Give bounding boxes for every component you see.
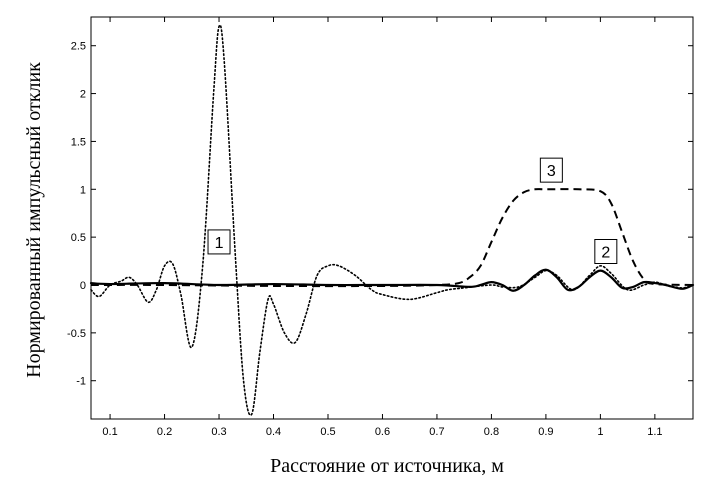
y-tick-label: 2	[80, 89, 86, 101]
x-tick-label: 0.7	[429, 426, 444, 438]
x-tick-label: 0.2	[157, 426, 172, 438]
x-tick-label: 0.9	[538, 426, 553, 438]
plot-frame	[90, 16, 694, 420]
y-tick-label: -0.5	[67, 328, 86, 340]
x-tick-label: 0.8	[484, 426, 499, 438]
y-axis-title: Нормированный импульсный отклик	[23, 62, 45, 378]
series-line-3	[90, 188, 694, 288]
y-tick-label: 0	[80, 280, 86, 292]
x-tick-label: 1	[597, 426, 603, 438]
y-tick-label: 1.5	[71, 136, 86, 148]
x-tick-label: 0.3	[211, 426, 226, 438]
y-tick-label: 1	[80, 184, 86, 196]
series-tag-1: 1	[207, 229, 231, 255]
x-tick-label: 0.6	[375, 426, 390, 438]
y-tick-label: 0.5	[71, 232, 86, 244]
series-tag-text: 1	[215, 235, 224, 252]
series-group	[89, 24, 695, 417]
x-tick-label: 1.1	[647, 426, 662, 438]
series-tag-box	[207, 229, 231, 255]
x-tick-label: 0.4	[266, 426, 281, 438]
series-line-2	[89, 268, 695, 292]
x-axis-title: Расстояние от источника, м	[270, 455, 504, 477]
x-tick-label: 0.5	[320, 426, 335, 438]
series-tag-2: 2	[594, 239, 618, 264]
series-line-1	[90, 24, 694, 417]
series-tag-text: 3	[547, 163, 556, 180]
y-tick-label: 2.5	[71, 41, 86, 53]
series-tag-text: 2	[601, 245, 610, 262]
series-tag-box	[539, 157, 563, 183]
y-tick-label: -1	[76, 376, 86, 388]
series-labels: 1 2 3	[207, 157, 618, 264]
series-tag-box	[594, 239, 618, 264]
x-tick-label: 0.1	[102, 426, 117, 438]
plot-area	[90, 16, 694, 420]
series-tag-3: 3	[539, 157, 563, 183]
y-axis: -1 -0.5 0 0.5 1 1.5 2 2.5	[67, 41, 693, 388]
x-axis: 0.1 0.2 0.3 0.4 0.5 0.6 0.7 0.8 0.9 1 1.1	[102, 17, 663, 438]
